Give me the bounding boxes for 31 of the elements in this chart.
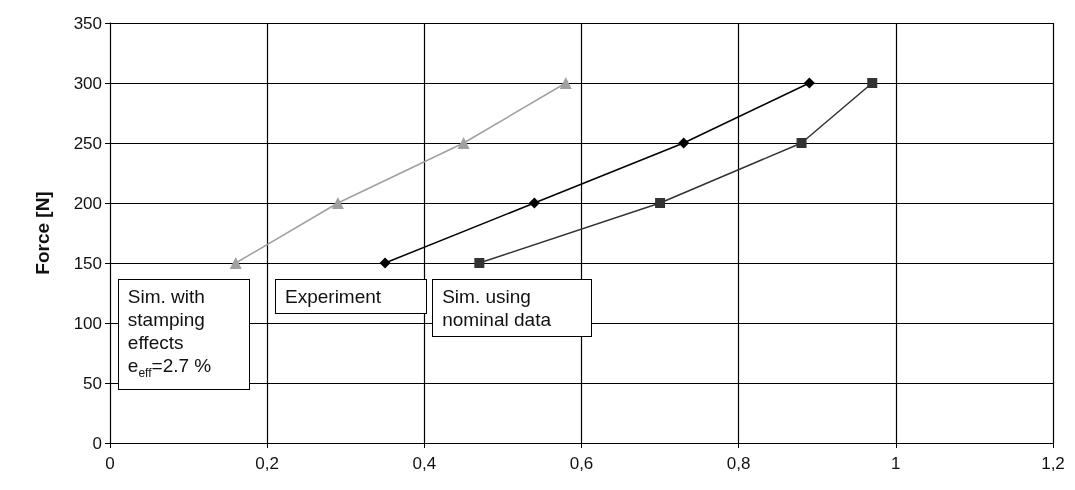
point bbox=[457, 137, 470, 149]
series-label: Experiment bbox=[275, 278, 428, 314]
x-tick-label: 0,8 bbox=[726, 454, 751, 473]
x-tick-label: 1,2 bbox=[1041, 454, 1065, 473]
point bbox=[678, 137, 690, 149]
point bbox=[655, 198, 666, 208]
point bbox=[379, 257, 391, 269]
point bbox=[796, 138, 807, 148]
series-label: Sim. with stamping effects e$_{eff}$=2.7 % bbox=[117, 278, 250, 391]
y-tick-label: 0 bbox=[92, 433, 102, 453]
point bbox=[559, 77, 572, 89]
y-tick-label: 250 bbox=[73, 133, 102, 153]
y-tick-label: 350 bbox=[73, 13, 102, 33]
point bbox=[528, 197, 540, 209]
y-tick-label: 150 bbox=[73, 253, 102, 273]
x-tick-label: 0,2 bbox=[255, 454, 279, 473]
y-tick-label: 200 bbox=[73, 193, 102, 213]
point bbox=[803, 77, 815, 89]
x-tick-label: 0 bbox=[105, 454, 115, 473]
y-axis-title: Force [N] bbox=[32, 191, 53, 275]
point bbox=[867, 78, 878, 88]
y-tick-label: 300 bbox=[73, 73, 102, 93]
x-tick-label: 0,4 bbox=[412, 454, 437, 473]
y-tick-label: 100 bbox=[73, 313, 102, 333]
y-tick-label: 50 bbox=[83, 373, 102, 393]
x-tick-label: 0,6 bbox=[569, 454, 594, 473]
point bbox=[229, 257, 242, 269]
x-tick-label: 1 bbox=[891, 454, 901, 473]
series-label: Sim. using nominal data bbox=[432, 278, 593, 337]
point bbox=[474, 258, 485, 268]
point bbox=[331, 197, 344, 209]
